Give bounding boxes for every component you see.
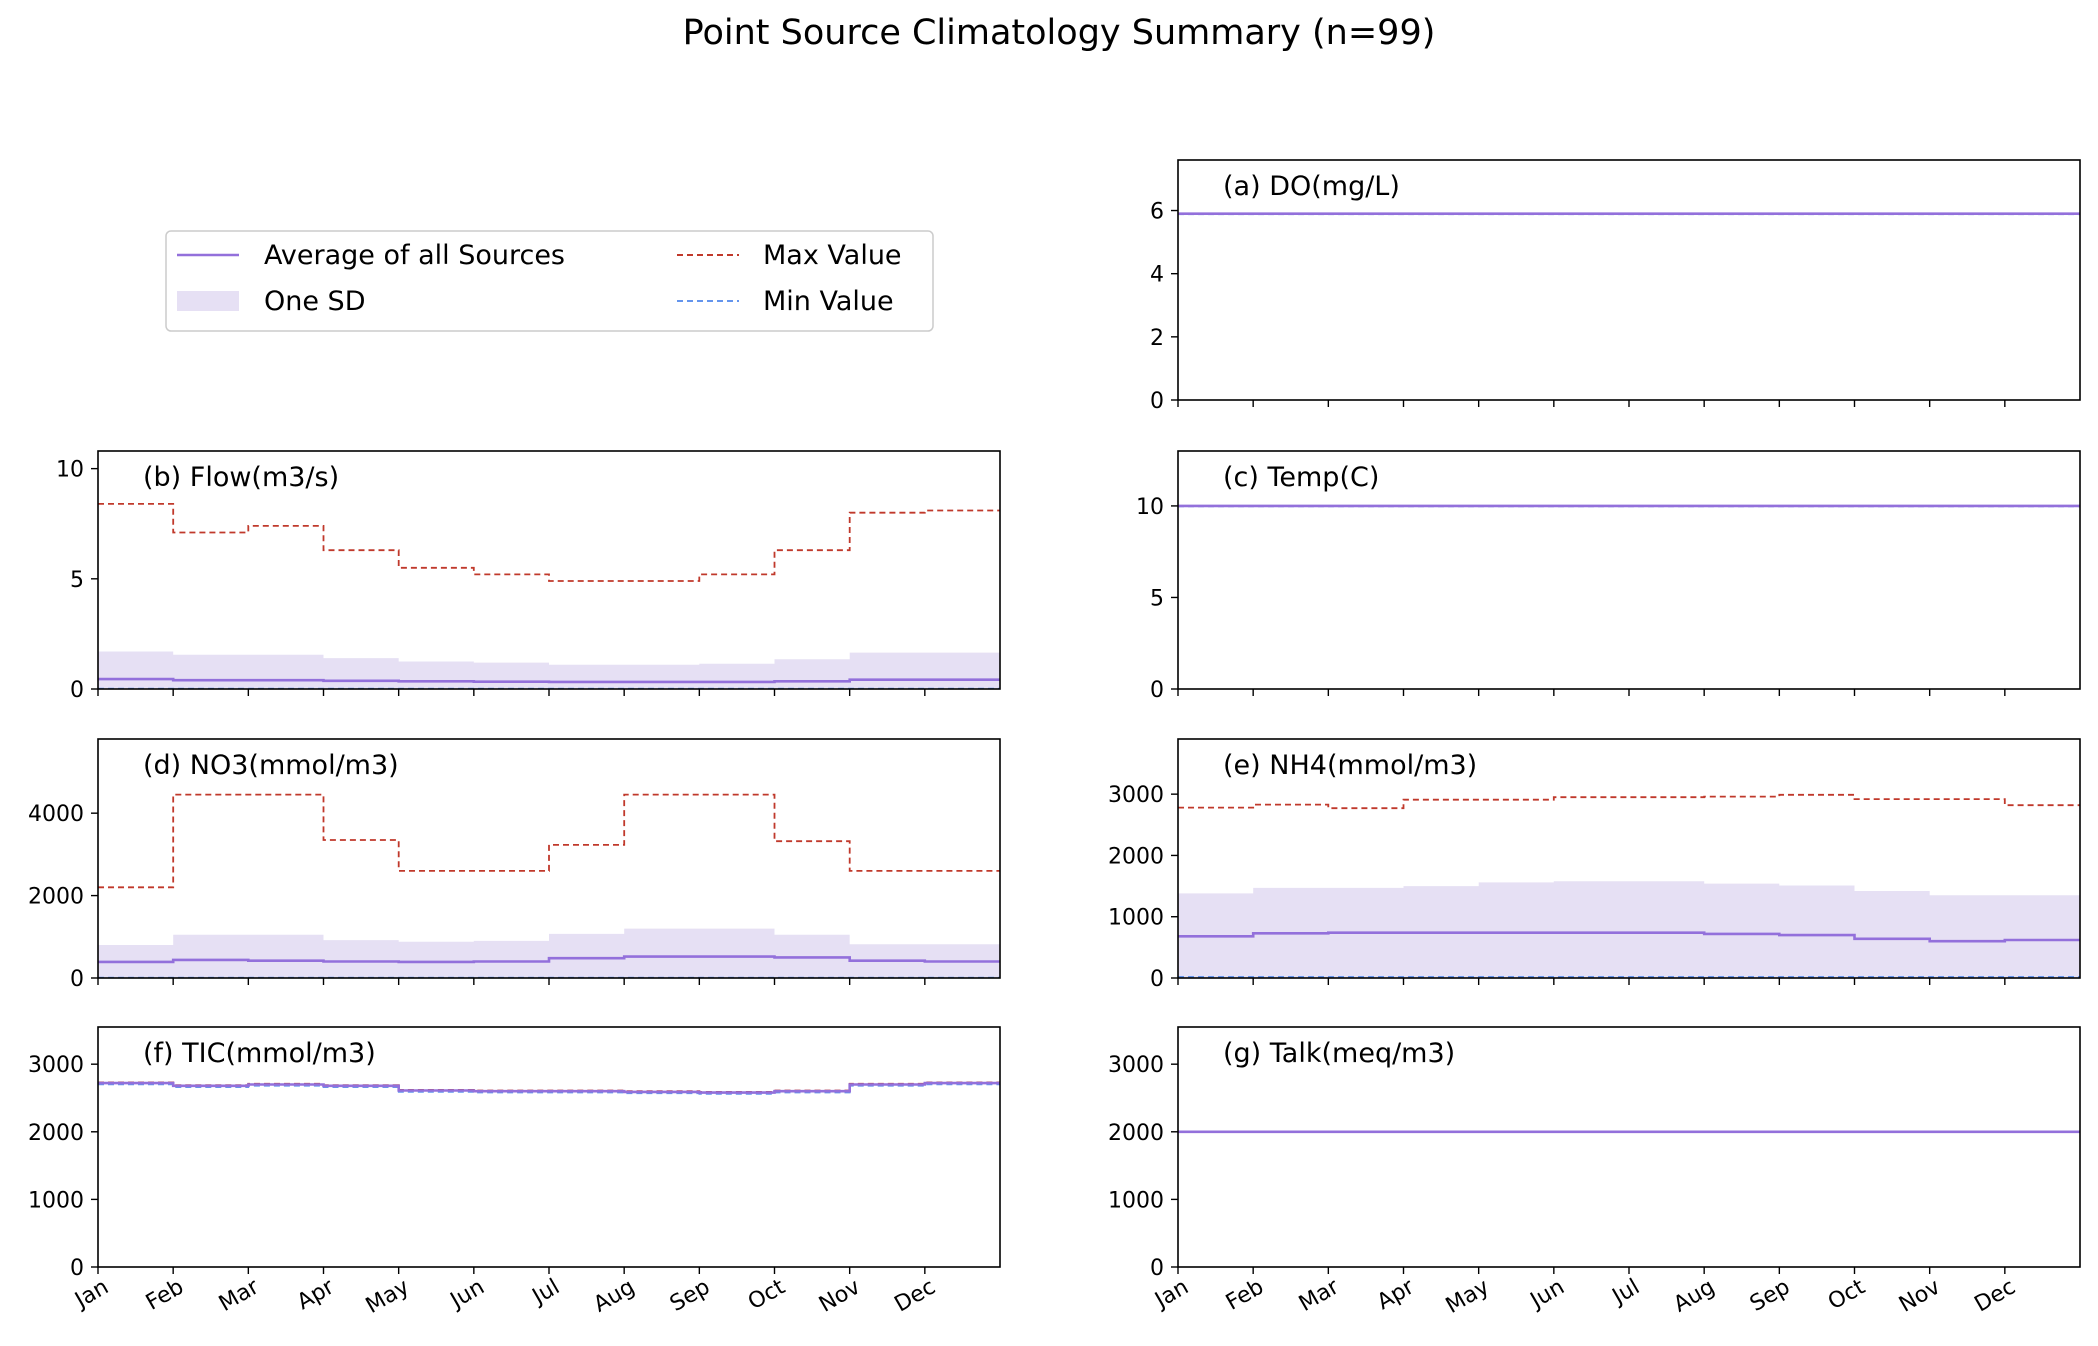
y-tick-label-g: 2000 (1108, 1121, 1164, 1146)
y-tick-label-c: 5 (1150, 586, 1164, 611)
x-tick-label-g: Oct (1824, 1274, 1870, 1315)
panel-title-c: (c) Temp(C) (1223, 462, 1379, 493)
figure-title: Point Source Climatology Summary (n=99) (683, 13, 1436, 53)
x-tick-label-g: Mar (1295, 1274, 1344, 1317)
x-tick-label-f: Dec (890, 1275, 939, 1318)
y-tick-label-a: 2 (1150, 326, 1164, 351)
x-tick-label-g: May (1442, 1275, 1494, 1319)
sd-band-b (98, 651, 1000, 689)
x-tick-label-f: Jun (445, 1275, 489, 1315)
panel-b: 0 5 10 (b) Flow(m3/s) (56, 450, 1001, 703)
panel-title-a: (a) DO(mg/L) (1223, 171, 1400, 202)
panels: 0 2 4 6 (a) DO(mg/L) 0 5 10 (b) Flow(m3/s) 0 5 10 (c… (28, 159, 2081, 1319)
y-tick-label-e: 0 (1150, 967, 1164, 992)
x-tick-label-g: Aug (1669, 1275, 1719, 1318)
x-tick-label-g: Apr (1373, 1274, 1419, 1315)
legend-frame (165, 230, 934, 332)
legend-sd-label: One SD (264, 286, 366, 317)
legend-sd-patch (177, 291, 239, 311)
legend-max-label: Max Value (763, 240, 902, 271)
x-tick-label-f: Apr (293, 1274, 339, 1315)
y-tick-label-e: 2000 (1108, 844, 1164, 869)
sd-band-e (1178, 881, 2080, 978)
legend: Average of all Sources One SD Max Value … (165, 230, 934, 332)
x-tick-label-f: Sep (666, 1275, 714, 1317)
y-tick-label-d: 4000 (28, 802, 84, 827)
mean-line-d (98, 955, 1000, 964)
x-tick-label-g: Feb (1222, 1275, 1268, 1316)
x-tick-label-f: Mar (215, 1274, 264, 1317)
panel-title-d: (d) NO3(mmol/m3) (143, 750, 399, 781)
max-line-b (98, 502, 1000, 582)
x-tick-label-g: Sep (1746, 1275, 1794, 1317)
y-tick-label-d: 2000 (28, 885, 84, 910)
y-tick-label-b: 5 (70, 568, 84, 593)
y-tick-label-f: 0 (70, 1256, 84, 1281)
y-tick-label-c: 0 (1150, 678, 1164, 703)
x-tick-label-g: Nov (1895, 1275, 1945, 1318)
y-tick-label-g: 0 (1150, 1256, 1164, 1281)
panel-d: 0 2000 4000 (d) NO3(mmol/m3) (28, 738, 1001, 992)
y-tick-label-g: 1000 (1108, 1188, 1164, 1213)
panel-title-e: (e) NH4(mmol/m3) (1223, 750, 1477, 781)
max-line-d (98, 793, 1000, 889)
x-tick-label-f: Feb (142, 1275, 188, 1316)
panel-title-b: (b) Flow(m3/s) (143, 462, 339, 493)
mean-line-b (98, 677, 1000, 684)
y-tick-label-a: 0 (1150, 389, 1164, 414)
max-line-e (1178, 793, 2080, 810)
y-tick-label-a: 4 (1150, 263, 1164, 288)
y-tick-label-c: 10 (1136, 495, 1164, 520)
x-tick-label-f: Jul (527, 1275, 564, 1311)
x-tick-label-f: Aug (589, 1275, 639, 1318)
y-tick-label-e: 3000 (1108, 783, 1164, 808)
x-tick-label-f: Nov (815, 1275, 865, 1318)
y-tick-label-e: 1000 (1108, 906, 1164, 931)
mean-line-e (1178, 931, 2080, 943)
y-tick-label-f: 1000 (28, 1188, 84, 1213)
sd-band-d (98, 928, 1000, 978)
y-tick-label-g: 3000 (1108, 1053, 1164, 1078)
y-tick-label-f: 2000 (28, 1121, 84, 1146)
x-tick-label-f: May (362, 1275, 414, 1319)
x-tick-label-f: Oct (744, 1274, 790, 1315)
legend-mean-label: Average of all Sources (264, 240, 565, 271)
y-tick-label-a: 6 (1150, 200, 1164, 225)
panel-c: 0 5 10 (c) Temp(C) (1136, 450, 2081, 703)
mean-line-f (98, 1081, 1000, 1094)
panel-title-g: (g) Talk(meq/m3) (1223, 1038, 1455, 1069)
y-tick-label-d: 0 (70, 967, 84, 992)
legend-min-label: Min Value (763, 286, 894, 317)
x-tick-label-g: Jul (1607, 1275, 1644, 1311)
y-tick-label-f: 3000 (28, 1053, 84, 1078)
panel-title-f: (f) TIC(mmol/m3) (143, 1038, 376, 1069)
x-tick-label-g: Dec (1970, 1275, 2019, 1318)
x-tick-label-g: Jun (1525, 1275, 1569, 1315)
y-tick-label-b: 10 (56, 458, 84, 483)
y-tick-label-b: 0 (70, 678, 84, 703)
panel-a: 0 2 4 6 (a) DO(mg/L) (1150, 159, 2081, 414)
panel-e: 0 1000 2000 3000 (e) NH4(mmol/m3) (1108, 738, 2081, 992)
